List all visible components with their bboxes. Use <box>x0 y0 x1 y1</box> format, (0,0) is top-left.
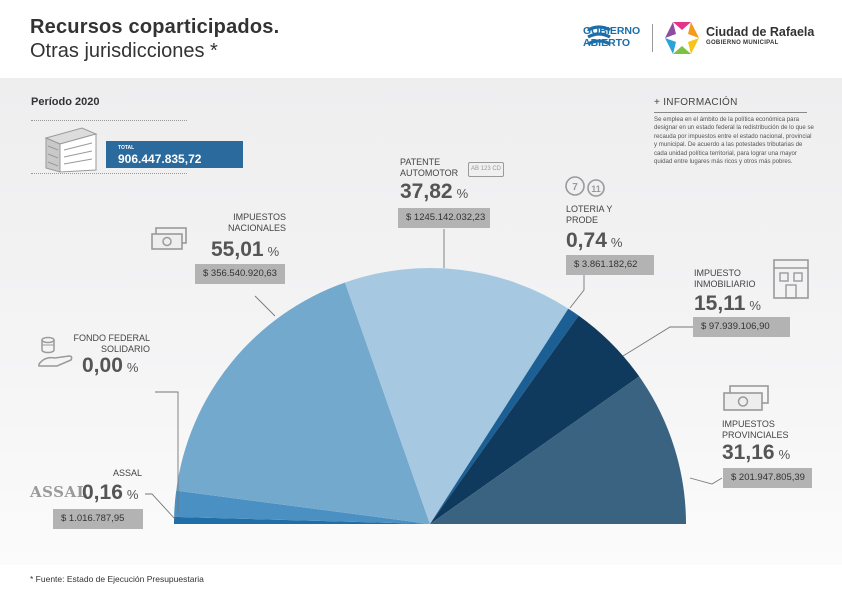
label-automotor-name: PATENTE AUTOMOTOR <box>400 157 459 178</box>
rafaela-hexagon-icon <box>665 22 699 54</box>
banknotes-provincial-icon <box>723 385 769 411</box>
city-name[interactable]: Ciudad de Rafaela <box>706 25 815 39</box>
slice-impuestos-provinciales[interactable] <box>430 376 686 524</box>
label-fondo-name: FONDO FEDERAL SOLIDARIO <box>73 333 150 354</box>
lottery-balls-icon: 7 11 <box>565 176 605 197</box>
info-divider <box>654 112 807 113</box>
banknotes-icon <box>151 227 187 250</box>
label-provinciales-name: IMPUESTOS PROVINCIALES <box>722 419 789 440</box>
label-nacionales-pct: 55,01% <box>211 238 280 261</box>
gobierno-abierto-icon <box>587 25 611 46</box>
label-automotor-pct: 37,82% <box>400 180 469 203</box>
label-fondo-pct: 0,00% <box>82 354 139 377</box>
slice-impuestos-nacionales[interactable] <box>176 282 430 524</box>
lottery-ball-2: 11 <box>591 184 601 194</box>
label-inmobiliario-pct: 15,11% <box>694 292 761 315</box>
slice-fondo-federal-solidario[interactable] <box>174 490 430 524</box>
leader-fondo <box>155 391 179 514</box>
slice-assal[interactable] <box>174 516 430 524</box>
info-title[interactable]: + INFORMACIÓN <box>654 97 738 108</box>
footnote: * Fuente: Estado de Ejecución Presupuest… <box>30 574 204 584</box>
label-assal-amount: $ 1.016.787,95 <box>53 509 143 529</box>
leader-loteria <box>569 275 585 309</box>
assal-logo-icon: ASSAL <box>30 483 88 501</box>
label-loteria-pct: 0,74% <box>566 229 623 252</box>
total-box <box>106 141 243 168</box>
total-label: TOTAL <box>118 145 135 151</box>
leader-inmobiliario <box>622 326 693 357</box>
slice-impuesto-inmobiliario[interactable] <box>430 315 640 524</box>
period-label: Período 2020 <box>31 96 100 108</box>
label-loteria-amount: $ 3.861.182,62 <box>566 255 654 275</box>
label-provinciales-amount: $ 201.947.805,39 <box>723 468 812 488</box>
coin-hand-icon <box>38 336 73 367</box>
label-automotor-amount: $ 1245.142.032,23 <box>398 208 490 228</box>
label-nacionales-amount: $ 356.540.920,63 <box>195 264 285 284</box>
license-plate-icon: AB 123 CD <box>468 162 504 177</box>
page-title: Recursos coparticipados. <box>30 16 280 38</box>
label-inmobiliario-name: IMPUESTO INMOBILIARIO <box>694 268 756 289</box>
header: Recursos coparticipados. Otras jurisdicc… <box>0 0 842 78</box>
chart-slices <box>174 267 686 524</box>
label-provinciales-pct: 31,16% <box>722 441 791 464</box>
period-divider <box>31 120 187 121</box>
lottery-ball-1: 7 <box>572 182 578 193</box>
leader-provinciales <box>689 477 723 485</box>
city-subtitle: GOBIERNO MUNICIPAL <box>706 40 779 46</box>
label-inmobiliario-amount: $ 97.939.106,90 <box>693 317 790 337</box>
total-divider <box>31 173 187 174</box>
info-text: Se emplea en el ámbito de la política ec… <box>654 116 814 166</box>
leader-lines <box>145 229 723 520</box>
slice-loteria-y-prode[interactable] <box>430 308 579 524</box>
total-value: 906.447.835,72 <box>118 152 202 166</box>
building-icon <box>44 127 98 173</box>
leader-nacionales <box>254 295 276 317</box>
gobierno-abierto-logo[interactable]: GOBIERNO ABIERTO <box>583 25 641 49</box>
leader-assal <box>145 493 176 520</box>
house-icon <box>773 259 809 299</box>
label-loteria-name: LOTERIA Y PRODE <box>566 204 613 225</box>
slice-patente-automotor[interactable] <box>344 267 569 524</box>
label-nacionales-name: IMPUESTOS NACIONALES <box>227 212 286 233</box>
page-subtitle: Otras jurisdicciones * <box>30 40 218 62</box>
label-assal-name: ASSAL <box>113 468 143 478</box>
label-assal-pct: 0,16% <box>82 481 139 504</box>
logo-divider <box>652 24 653 52</box>
